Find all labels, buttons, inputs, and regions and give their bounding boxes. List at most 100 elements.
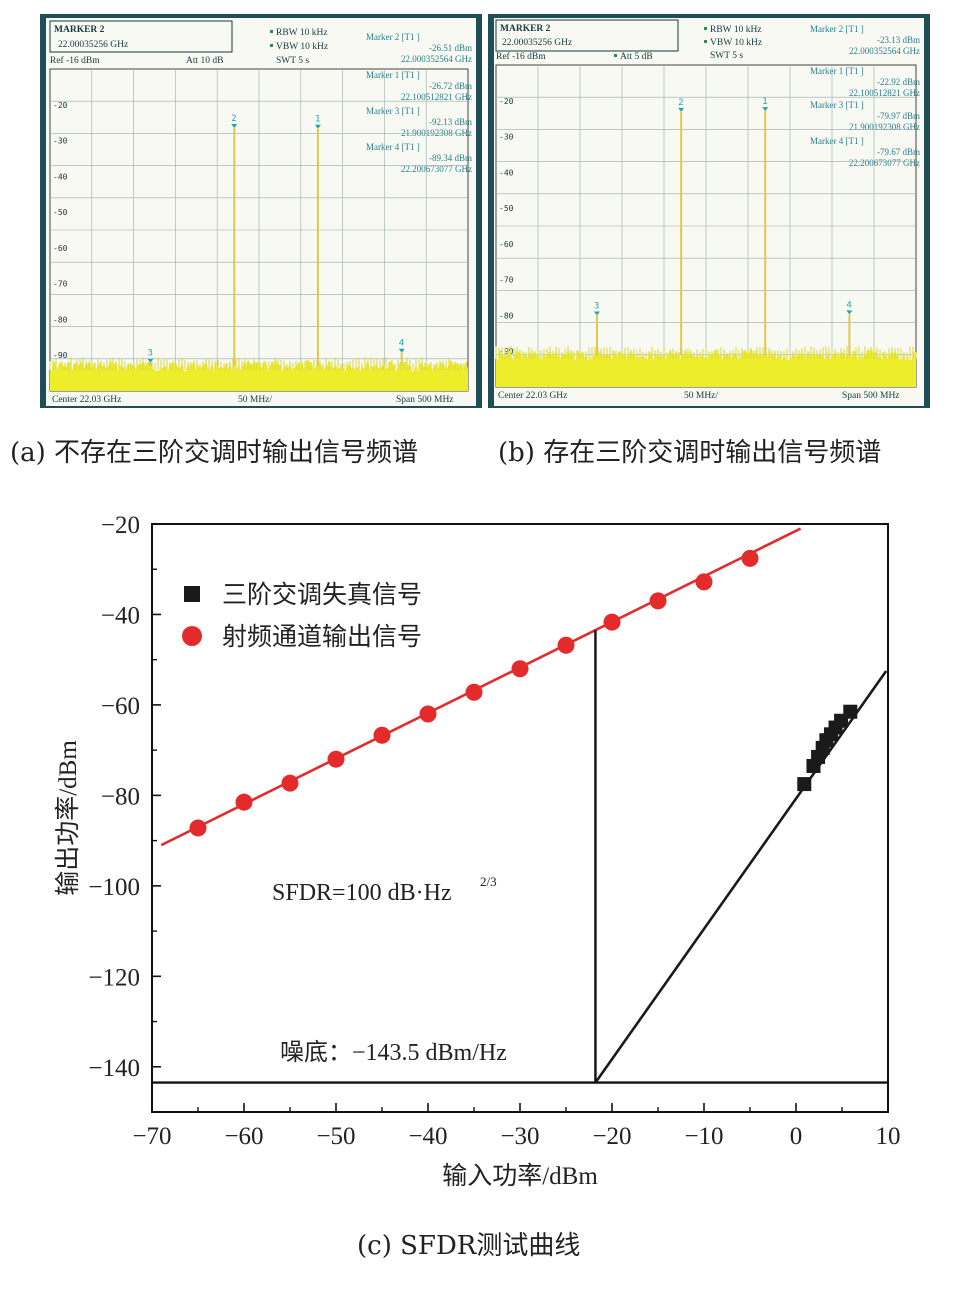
x-tick-label: −40 — [408, 1123, 447, 1150]
sa-readout-label: Marker 1 [T1 ] — [366, 70, 420, 80]
sa-readout-label: Marker 4 [T1 ] — [366, 142, 420, 152]
caption-c: (c) SFDR测试曲线 — [357, 1231, 581, 1261]
sa-readout-freq: 22.000352564 GHz — [401, 54, 472, 64]
sa-readout-level: -23.13 dBm — [877, 35, 920, 45]
x-tick-label: −20 — [592, 1123, 631, 1150]
x-axis-label: 输入功率/dBm — [442, 1162, 598, 1190]
rf-output-data-point — [281, 774, 299, 792]
sa-a-marker-box — [49, 20, 233, 53]
sa-marker-triangle — [231, 124, 238, 129]
x-tick-label: −60 — [224, 1123, 263, 1150]
sa-readout-label: Marker 2 [T1 ] — [810, 24, 864, 34]
y-tick-label: −100 — [88, 874, 140, 901]
sa-marker-number: 4 — [846, 300, 851, 310]
sfdr-chart: −70 −60 −50 −40 −30 −20 −10 0 10−20−40−60−80−100… — [54, 512, 901, 1190]
sa-readout-level: -79.67 dBm — [877, 147, 920, 157]
y-axis-label: 输出功率/dBm — [54, 740, 82, 896]
rf-output-fit-line — [160, 527, 802, 847]
sa-readout-level: -22.92 dBm — [877, 77, 920, 87]
legend-label: 射频通道输出信号 — [222, 623, 422, 651]
x-tick-label: −50 — [316, 1123, 355, 1150]
caption-b: (b) 存在三阶交调时输出信号频谱 — [498, 438, 882, 468]
sa-a-center: Center 22.03 GHz — [52, 395, 121, 405]
x-tick-label: 0 — [790, 1123, 803, 1150]
sa-readout-freq: 21.900192308 GHz — [849, 122, 920, 132]
sa-a-ref: Ref -16 dBm — [50, 55, 100, 66]
sa-b-center: Center 22.03 GHz — [498, 391, 567, 401]
sa-noise-floor — [50, 359, 468, 391]
rf-output-data-point — [603, 613, 621, 631]
sa-b-rbw: RBW 10 kHz — [710, 25, 762, 35]
rf-output-data-point — [741, 549, 759, 567]
sa-readout-freq: 22.200673077 GHz — [849, 158, 920, 168]
sa-b-swt: SWT 5 s — [710, 51, 743, 61]
sa-marker-number: 1 — [762, 97, 767, 107]
sa-marker-triangle — [398, 348, 405, 353]
sa-readout-freq: 22.200673077 GHz — [401, 164, 472, 174]
imd3-data-point — [797, 777, 812, 792]
rf-output-data-point — [189, 819, 207, 837]
sa-a-marker-freq: 22.00035256 GHz — [58, 40, 128, 50]
sa-y-tick: -70 — [499, 276, 514, 285]
sa-marker-triangle — [762, 107, 769, 112]
sa-a-marker-title: MARKER 2 — [54, 25, 105, 35]
sa-readout-freq: 22.100512821 GHz — [849, 88, 920, 98]
rf-output-data-point — [649, 592, 667, 610]
rf-output-data-point — [327, 750, 345, 768]
rf-output-data-point — [373, 726, 391, 744]
y-tick-label: −80 — [101, 783, 140, 810]
sa-marker-number: 2 — [678, 98, 683, 108]
y-tick-label: −140 — [88, 1055, 140, 1082]
sa-y-tick: -30 — [53, 137, 68, 146]
y-tick-label: −40 — [101, 602, 140, 629]
sa-marker-triangle — [314, 124, 321, 129]
sa-readout-level: -26.72 dBm — [429, 81, 472, 91]
sa-b-marker-freq: 22.00035256 GHz — [502, 38, 572, 48]
sa-y-tick: -20 — [499, 97, 514, 106]
sa-marker-triangle — [678, 107, 685, 112]
sa-readout-level: -89.34 dBm — [429, 153, 472, 163]
sa-y-tick: -70 — [53, 280, 68, 289]
sa-marker-number: 1 — [315, 115, 320, 125]
noise-floor-annotation: 噪底：−143.5 dBm/Hz — [280, 1039, 507, 1066]
rf-output-data-point — [235, 793, 253, 811]
sa-b-att: Att 5 dB — [620, 52, 653, 62]
sa-readout-level: -92.13 dBm — [429, 117, 472, 127]
sa-a-rbw: RBW 10 kHz — [276, 28, 328, 38]
sfdr-annotation-exponent: 2/3 — [480, 874, 497, 889]
rf-output-data-point — [557, 636, 575, 654]
spectrum-screenshot-b: MARKER 2 22.00035256 GHz Ref -16 dBm Att… — [488, 14, 930, 408]
sa-readout-label: Marker 1 [T1 ] — [810, 66, 864, 76]
y-tick-label: −60 — [101, 693, 140, 720]
sa-b-vbw: VBW 10 kHz — [710, 38, 762, 48]
sa-y-tick: -50 — [499, 204, 514, 213]
sa-a-div: 50 MHz/ — [238, 395, 272, 405]
y-tick-label: −20 — [101, 512, 140, 539]
rf-output-data-point — [695, 573, 713, 591]
sa-y-tick: -40 — [499, 168, 514, 177]
sa-a-span: Span 500 MHz — [396, 395, 454, 405]
x-tick-label: −30 — [500, 1123, 539, 1150]
sa-readout-level: -26.51 dBm — [429, 43, 472, 53]
y-tick-label: −120 — [88, 964, 140, 991]
x-tick-label: 10 — [876, 1123, 901, 1150]
sa-y-tick: -80 — [53, 315, 68, 324]
sfdr-annotation: SFDR=100 dB·Hz — [272, 880, 452, 906]
sa-a-swt: SWT 5 s — [276, 56, 309, 66]
sa-y-tick: -60 — [499, 240, 514, 249]
spectrum-screenshot-a: MARKER 2 22.00035256 GHz Ref -16 dBm Att… — [40, 14, 482, 408]
sa-marker-number: 4 — [399, 339, 404, 349]
sa-a-screen — [46, 18, 476, 406]
sa-marker-number: 2 — [231, 114, 236, 124]
legend-label: 三阶交调失真信号 — [222, 581, 422, 609]
sa-b-marker-box — [495, 19, 679, 52]
sa-y-tick: -20 — [53, 101, 68, 110]
sa-marker-triangle — [593, 311, 600, 316]
sa-b-div: 50 MHz/ — [684, 391, 718, 401]
sa-readout-label: Marker 4 [T1 ] — [810, 136, 864, 146]
sa-readout-label: Marker 3 [T1 ] — [810, 100, 864, 110]
sa-marker-number: 3 — [147, 349, 152, 359]
sa-readout-freq: 21.900192308 GHz — [401, 128, 472, 138]
sa-readout-freq: 22.100512821 GHz — [401, 92, 472, 102]
